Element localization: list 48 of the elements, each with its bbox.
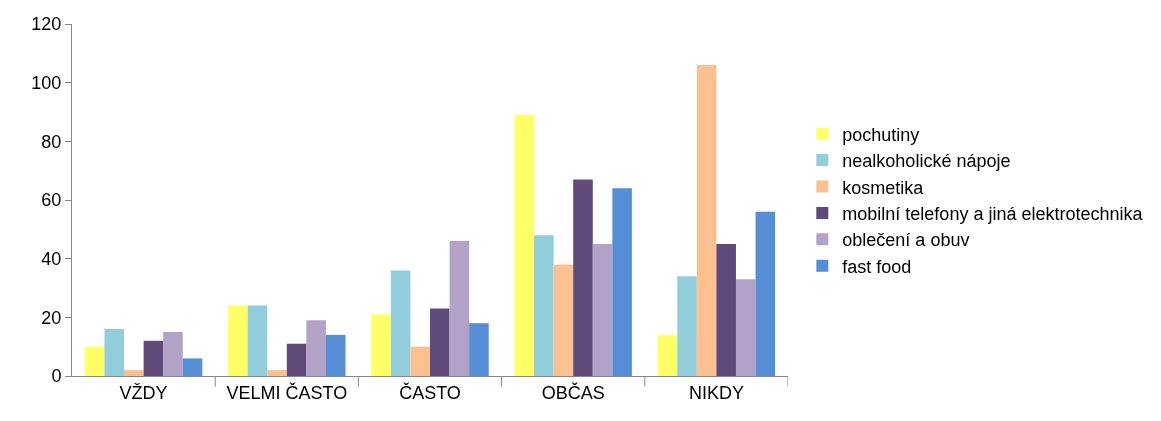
bar <box>696 65 717 376</box>
bar <box>677 276 697 376</box>
bar <box>735 279 756 376</box>
bar <box>228 305 248 376</box>
legend-label: oblečení a obuv <box>842 230 970 251</box>
y-tick-label: 100 <box>31 72 62 93</box>
bar <box>143 340 164 376</box>
y-tick-label: 120 <box>31 14 62 35</box>
bar <box>716 244 736 376</box>
bar <box>573 179 593 376</box>
bar <box>163 332 183 376</box>
bar <box>534 235 554 376</box>
bar <box>755 211 776 376</box>
x-tick-label: VELMI ČASTO <box>226 381 348 403</box>
y-tick-label: 20 <box>41 307 62 328</box>
legend-label: fast food <box>842 256 912 277</box>
bar <box>267 370 287 376</box>
legend-label: kosmetika <box>842 177 925 198</box>
bar <box>514 114 535 376</box>
bar <box>592 244 613 376</box>
bar <box>286 343 307 376</box>
bar <box>182 358 203 376</box>
bar <box>553 264 574 376</box>
bar <box>430 308 450 376</box>
bar <box>657 334 678 376</box>
legend-label: pochutiny <box>842 124 920 145</box>
bar <box>469 323 489 376</box>
legend-label: nealkoholické nápoje <box>842 151 1011 172</box>
legend-label: mobilní telefony a jiná elektrotechnika <box>842 203 1144 224</box>
y-tick-label: 60 <box>41 190 62 211</box>
y-tick-label: 40 <box>41 248 62 269</box>
bar <box>371 314 391 376</box>
bar <box>325 334 346 376</box>
bar <box>306 320 326 376</box>
x-tick-label: VŽDY <box>119 382 168 403</box>
bar <box>247 305 268 376</box>
x-tick-label: NIKDY <box>688 382 744 403</box>
bar <box>124 370 144 376</box>
bar <box>104 329 125 376</box>
y-tick-label: 80 <box>41 131 62 152</box>
bar <box>449 241 470 376</box>
bar <box>390 270 411 376</box>
y-tick-label: 0 <box>51 366 62 387</box>
bar <box>410 346 430 376</box>
bar <box>84 346 105 376</box>
bar <box>612 188 632 376</box>
x-tick-label: ČASTO <box>399 381 461 403</box>
x-tick-label: OBČAS <box>541 381 605 403</box>
